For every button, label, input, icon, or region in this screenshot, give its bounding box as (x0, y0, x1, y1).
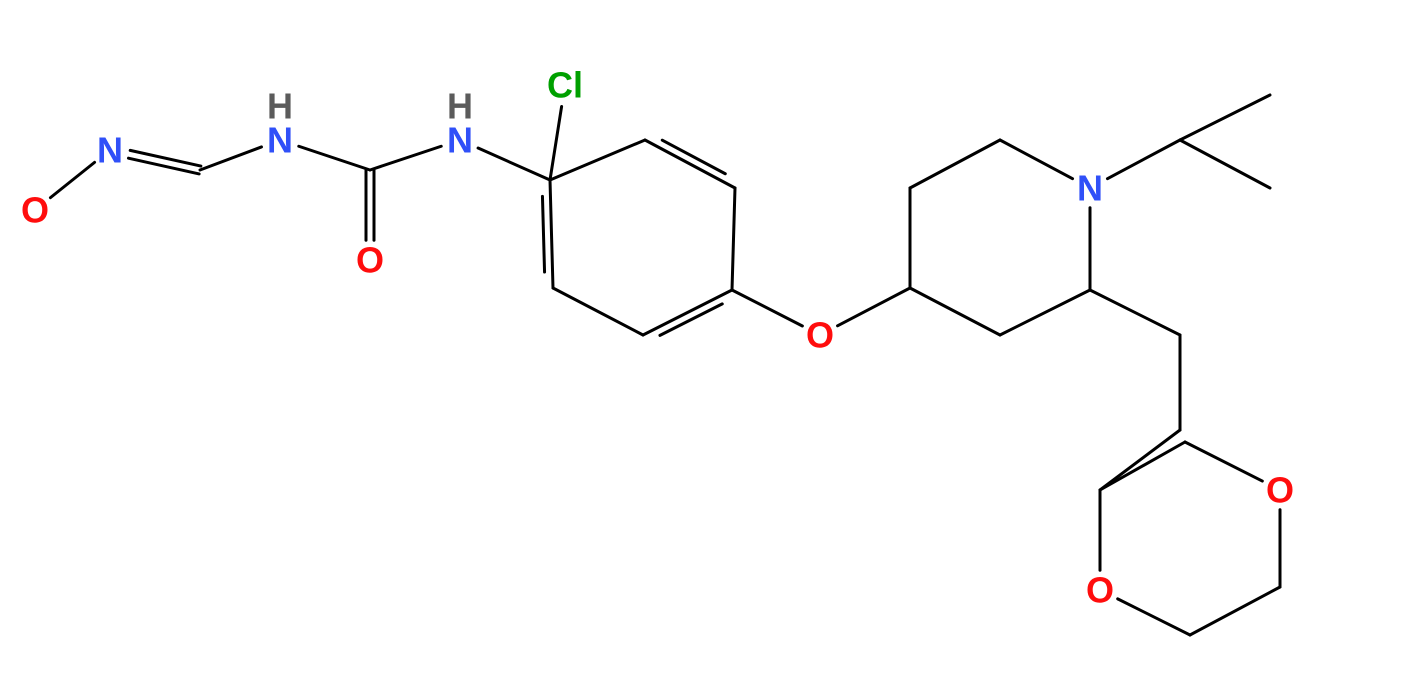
molecule-diagram: ONNHONHClONOO (0, 0, 1403, 676)
atom-label-n: N (1077, 168, 1103, 209)
atom-label-o: O (1086, 570, 1114, 611)
atom-label-o: O (806, 315, 834, 356)
atom-label-n: N (97, 130, 123, 171)
atom-label-cl: Cl (547, 65, 583, 106)
atom-label-h: H (447, 85, 473, 126)
atom-label-o: O (1266, 470, 1294, 511)
bond (542, 196, 544, 272)
diagram-background (0, 0, 1403, 676)
atom-label-o: O (356, 240, 384, 281)
atom-label-o: O (21, 190, 49, 231)
atom-label-h: H (267, 85, 293, 126)
